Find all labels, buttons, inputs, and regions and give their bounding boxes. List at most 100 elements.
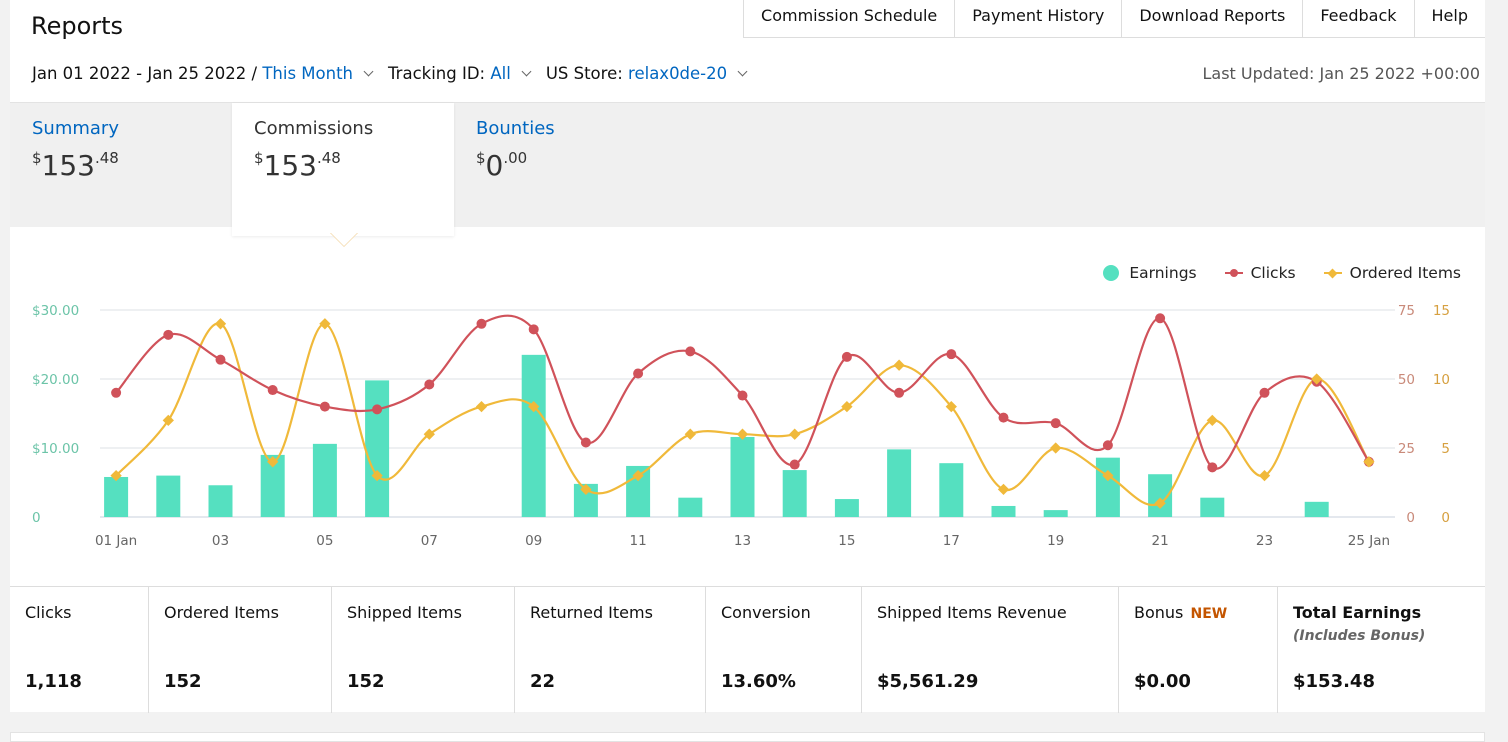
- clicks-point: [1207, 462, 1218, 473]
- ordered-items-point: [789, 428, 801, 440]
- right-axis-ordered-tick: 0: [1441, 510, 1450, 526]
- report-tabs: Summary $153.48 Commissions $153.48 Boun…: [10, 102, 1485, 236]
- x-axis-tick: 23: [1256, 533, 1273, 549]
- chevron-down-icon[interactable]: [363, 66, 374, 77]
- clicks-point: [580, 437, 591, 448]
- clicks-point: [841, 351, 852, 362]
- earnings-bar: [887, 449, 912, 517]
- earnings-bar: [678, 497, 703, 517]
- clicks-point: [267, 385, 278, 396]
- tab-bounties[interactable]: Bounties $0.00: [454, 103, 676, 228]
- stat-label: Shipped Items Revenue: [877, 603, 1067, 622]
- ordered-items-point: [632, 469, 644, 482]
- earnings-bar: [156, 475, 181, 517]
- tab-amount: $0.00: [476, 149, 528, 182]
- right-axis-ordered-tick: 10: [1433, 372, 1450, 388]
- ordered-items-point: [1154, 497, 1166, 509]
- stat-bonus: Bonus NEW $0.00: [1119, 587, 1278, 713]
- stat-value: 1,118: [25, 671, 82, 692]
- clicks-point: [163, 329, 174, 340]
- stat-label: Clicks: [25, 603, 72, 622]
- clicks-point: [633, 368, 644, 379]
- stat-value: $0.00: [1134, 671, 1191, 692]
- x-axis-tick: 05: [316, 533, 333, 549]
- stat-value: $5,561.29: [877, 671, 979, 692]
- x-axis-tick: 09: [525, 533, 542, 549]
- clicks-point: [737, 390, 748, 401]
- tracking-id-dropdown[interactable]: All: [490, 64, 511, 83]
- filter-bar: Jan 01 2022 - Jan 25 2022 / This Month T…: [32, 64, 762, 83]
- nav-download-reports[interactable]: Download Reports: [1122, 0, 1304, 37]
- legend-clicks[interactable]: Clicks: [1224, 264, 1296, 282]
- chevron-down-icon[interactable]: [521, 66, 532, 77]
- period-dropdown[interactable]: This Month: [262, 64, 354, 83]
- stat-total-earnings: Total Earnings (Includes Bonus) $153.48: [1278, 587, 1485, 713]
- earnings-bar: [208, 485, 233, 517]
- earnings-bar: [991, 505, 1016, 517]
- ordered-items-point: [162, 414, 174, 427]
- left-axis-tick: $10.00: [32, 441, 79, 457]
- earnings-bar: [312, 443, 337, 517]
- right-axis-clicks-tick: 0: [1406, 510, 1415, 526]
- last-updated: Last Updated: Jan 25 2022 +00:00: [1202, 64, 1480, 83]
- ordered-items-point: [1311, 373, 1323, 385]
- clicks-point: [528, 324, 539, 335]
- top-nav: Commission Schedule Payment History Down…: [743, 0, 1485, 38]
- chevron-down-icon[interactable]: [737, 66, 748, 77]
- stat-sublabel: (Includes Bonus): [1293, 628, 1426, 644]
- clicks-swatch: [1224, 269, 1243, 277]
- stat-conversion: Conversion 13.60%: [706, 587, 862, 713]
- tab-amount: $153.48: [32, 149, 119, 182]
- tab-commissions[interactable]: Commissions $153.48: [232, 103, 454, 236]
- clicks-point: [1102, 440, 1113, 451]
- store-label: US Store:: [545, 64, 623, 83]
- ordered-items-point: [997, 483, 1010, 496]
- clicks-point: [1155, 313, 1166, 324]
- earnings-bar: [730, 436, 755, 517]
- x-axis-tick: 11: [630, 533, 647, 549]
- earnings-bar: [1043, 510, 1068, 517]
- ordered-items-point: [528, 400, 540, 413]
- amount-dollars: 0: [485, 149, 504, 182]
- clicks-point: [476, 318, 487, 329]
- tab-summary[interactable]: Summary $153.48: [10, 103, 232, 228]
- stats-row: Clicks 1,118 Ordered Items 152 Shipped I…: [10, 586, 1485, 713]
- earnings-bar: [939, 463, 964, 517]
- combo-chart: 0 0 0 $10.00 25 5 $20.00 50 10 $30.00 75 15 01 Jan 03…: [32, 303, 1450, 549]
- x-axis-tick: 07: [421, 533, 438, 549]
- x-axis-tick: 19: [1047, 533, 1064, 549]
- tab-label: Summary: [32, 118, 119, 139]
- stat-ordered-items: Ordered Items 152: [149, 587, 332, 713]
- stat-label: Shipped Items: [347, 603, 462, 622]
- stat-label: Total Earnings: [1293, 603, 1422, 622]
- ordered-items-point: [267, 456, 279, 468]
- stat-shipped-revenue: Shipped Items Revenue $5,561.29: [862, 587, 1119, 713]
- ordered-items-point: [684, 428, 696, 440]
- clicks-point: [789, 459, 800, 470]
- ordered-swatch: [1323, 268, 1342, 278]
- legend-label: Earnings: [1129, 264, 1197, 282]
- legend-label: Clicks: [1250, 264, 1296, 282]
- clicks-point: [424, 379, 435, 390]
- ordered-items-point: [736, 428, 749, 440]
- ordered-items-line: [115, 322, 1370, 507]
- right-axis-ordered-tick: 15: [1433, 303, 1450, 319]
- clicks-point: [998, 412, 1009, 423]
- nav-help[interactable]: Help: [1431, 6, 1468, 25]
- legend-earnings[interactable]: Earnings: [1103, 264, 1197, 282]
- x-axis-tick: 21: [1152, 533, 1169, 549]
- nav-feedback[interactable]: Feedback: [1303, 0, 1415, 37]
- amount-cents: .48: [95, 149, 119, 167]
- reports-page: Reports Commission Schedule Payment Hist…: [10, 0, 1485, 713]
- stat-value: $153.48: [1293, 671, 1375, 692]
- earnings-bar: [104, 476, 129, 517]
- stat-label: Ordered Items: [164, 603, 279, 622]
- store-dropdown[interactable]: relax0de-20: [628, 64, 728, 83]
- nav-payment-history[interactable]: Payment History: [955, 0, 1123, 37]
- nav-commission-schedule[interactable]: Commission Schedule: [744, 0, 956, 37]
- legend-ordered-items[interactable]: Ordered Items: [1323, 264, 1461, 282]
- stat-value: 152: [164, 671, 202, 692]
- earnings-bar: [782, 470, 807, 517]
- right-axis-clicks-tick: 50: [1398, 372, 1415, 388]
- legend-label: Ordered Items: [1349, 264, 1461, 282]
